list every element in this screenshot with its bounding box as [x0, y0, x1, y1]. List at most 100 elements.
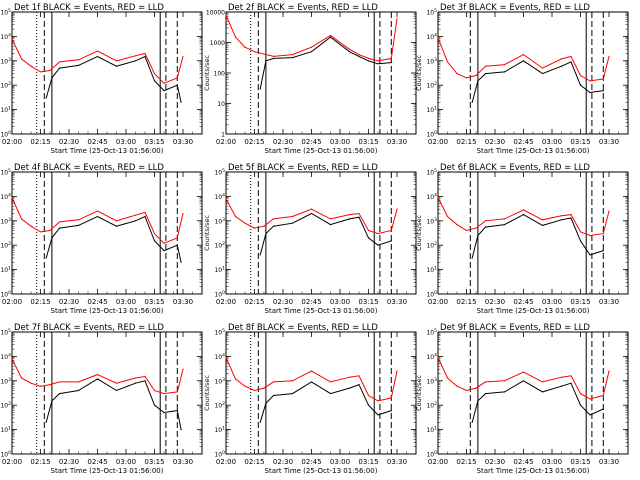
series-point-lld: [225, 356, 227, 359]
chart-title: Det 1f BLACK = Events, RED = LLD: [14, 3, 164, 13]
chart-panel-2: Det 2f BLACK = Events, RED = LLD 1 10 100 10…: [203, 3, 417, 155]
series-point-events: [153, 404, 156, 406]
series-point-lld: [182, 368, 184, 370]
series-point-lld: [310, 208, 313, 210]
series-point-lld: [20, 377, 23, 379]
series-point-lld: [390, 397, 392, 399]
chart-panel-7: Det 7f BLACK = Events, RED = LLD10010110…: [0, 323, 203, 475]
series-point-events: [58, 392, 61, 395]
series-point-events: [390, 240, 392, 242]
series-point-events: [115, 389, 118, 392]
series-point-lld: [253, 227, 256, 229]
y-tick-exponent: 3: [222, 217, 225, 223]
y-tick-label: 105: [426, 168, 437, 177]
series-point-events: [348, 387, 351, 389]
series-point-events: [180, 261, 182, 263]
y-tick-label: 101: [426, 106, 437, 115]
y-tick-exponent: 1: [434, 266, 437, 272]
series-point-lld: [153, 232, 156, 235]
y-tick-exponent: 4: [434, 352, 437, 358]
series-point-events: [51, 77, 53, 79]
series-point-events: [570, 382, 572, 384]
x-tick-label: 02:45: [87, 138, 107, 146]
y-tick-exponent: 0: [434, 130, 437, 136]
series-point-lld: [115, 382, 118, 384]
series-point-lld: [570, 375, 572, 377]
series-point-lld: [96, 210, 99, 212]
y-tick-exponent: 1: [8, 426, 11, 432]
x-tick-label: 02:15: [30, 138, 50, 146]
series-point-lld: [272, 55, 275, 58]
series-point-events: [259, 421, 261, 423]
series-point-lld: [30, 225, 32, 227]
y-tick-label: 102: [0, 241, 11, 250]
series-point-events: [358, 383, 360, 386]
series-point-events: [570, 61, 572, 63]
series-point-events: [144, 55, 146, 58]
series-point-lld: [475, 227, 477, 229]
series-point-lld: [163, 82, 165, 84]
y-tick-label: 104: [214, 352, 225, 361]
chart-panel-8: Det 8f BLACK = Events, RED = LLD10010110…: [203, 323, 417, 475]
series-point-events: [541, 224, 544, 226]
series-point-lld: [39, 231, 42, 233]
x-tick-label: 03:30: [173, 138, 193, 146]
series-point-lld: [358, 54, 360, 56]
y-tick-label: 100: [0, 290, 11, 299]
x-tick-label: 02:45: [87, 298, 107, 306]
y-tick-exponent: 2: [222, 241, 225, 247]
y-axis-label: Counts/sec: [203, 215, 211, 251]
series-point-lld: [348, 213, 351, 216]
series-line-events: [45, 378, 182, 430]
y-tick-exponent: 2: [434, 81, 437, 87]
series-point-events: [377, 414, 379, 416]
y-tick-label: 105: [214, 168, 225, 177]
series-point-events: [329, 392, 332, 395]
x-tick-label: 03:00: [116, 298, 136, 306]
y-tick-label: 105: [0, 168, 11, 177]
x-tick-label: 02:30: [59, 138, 79, 146]
y-tick-exponent: 2: [8, 401, 11, 407]
y-tick-label: 105: [426, 8, 437, 17]
series-point-lld: [77, 219, 80, 221]
series-point-lld: [367, 229, 370, 232]
series-point-events: [471, 421, 473, 423]
series-point-events: [390, 61, 392, 64]
series-point-lld: [579, 392, 582, 395]
y-tick-exponent: 4: [222, 192, 225, 198]
x-tick-label: 03:30: [387, 458, 407, 466]
plot-frame: [225, 331, 417, 455]
series-point-lld: [329, 381, 332, 383]
x-tick-label: 02:30: [273, 138, 293, 146]
series-point-events: [602, 408, 604, 410]
series-point-lld: [396, 208, 398, 210]
x-axis-label: Start Time (25-Oct-13 01:56:00): [51, 147, 164, 155]
series-point-lld: [329, 34, 332, 37]
series-point-lld: [96, 373, 99, 376]
series-point-lld: [570, 213, 572, 216]
y-tick-exponent: 5: [434, 168, 437, 174]
series-line-events: [471, 380, 604, 423]
series-point-lld: [348, 48, 351, 50]
series-point-lld: [465, 389, 468, 392]
y-tick-label: 103: [214, 217, 225, 226]
series-point-events: [176, 84, 178, 86]
series-point-lld: [272, 381, 275, 383]
chart-title: Det 8f BLACK = Events, RED = LLD: [228, 323, 378, 333]
series-point-events: [579, 84, 582, 86]
series-point-events: [560, 385, 563, 387]
y-tick-exponent: 1: [8, 106, 11, 112]
x-tick-label: 02:45: [87, 458, 107, 466]
series-point-events: [115, 65, 118, 67]
chart-panel-6: Det 6f BLACK = Events, RED = LLD10010110…: [415, 163, 629, 315]
x-axis-label: Start Time (25-Oct-13 01:56:00): [51, 467, 164, 475]
x-tick-label: 02:00: [216, 138, 236, 146]
series-point-lld: [602, 232, 604, 235]
series-point-events: [367, 404, 370, 406]
x-tick-label: 02:45: [301, 298, 321, 306]
series-point-lld: [475, 387, 477, 389]
x-tick-label: 03:30: [599, 458, 619, 466]
series-point-lld: [49, 383, 51, 386]
series-point-lld: [446, 61, 449, 63]
x-tick-label: 03:30: [387, 298, 407, 306]
